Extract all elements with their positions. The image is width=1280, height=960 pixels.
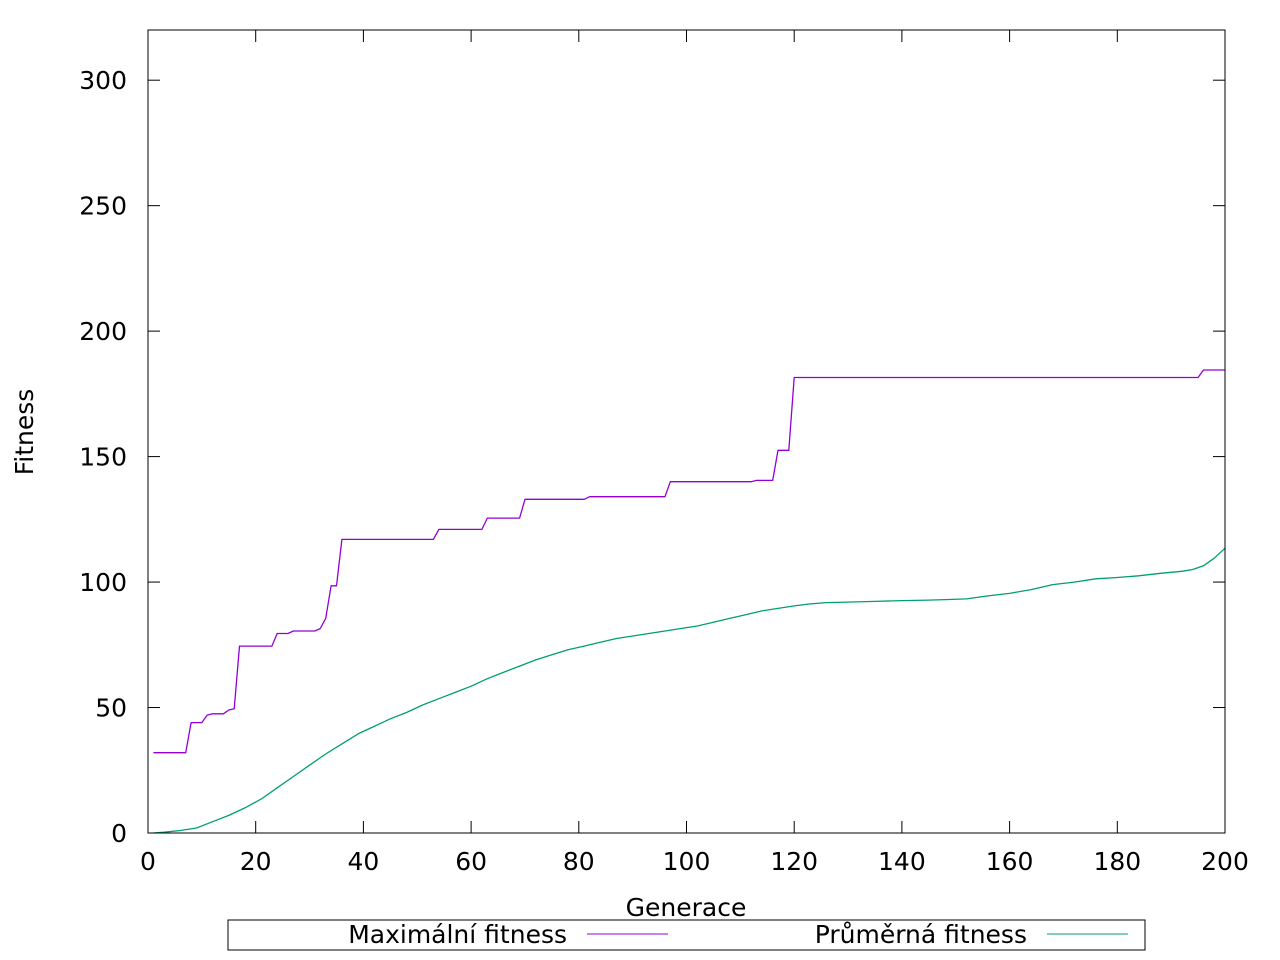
- y-tick-label: 50: [95, 694, 127, 723]
- y-tick-label: 100: [79, 568, 127, 597]
- x-tick-label: 180: [1093, 847, 1141, 876]
- series-line-max-fitness: [153, 369, 1225, 754]
- plot-ticks: [147, 30, 1226, 834]
- x-tick-label: 80: [563, 847, 595, 876]
- x-tick-label: 140: [878, 847, 926, 876]
- y-axis-title: Fitness: [10, 389, 39, 476]
- legend-label-max: Maximální fitness: [348, 920, 567, 949]
- legend: Maximální fitness Průměrná fitness: [227, 919, 1146, 951]
- x-tick-label: 160: [986, 847, 1034, 876]
- y-tick-label: 150: [79, 443, 127, 472]
- x-tick-label: 20: [240, 847, 272, 876]
- y-tick-label: 0: [111, 819, 127, 848]
- y-tick-label: 250: [79, 192, 127, 221]
- tick-labels: 0 20 40 60 80 100 120 140 160 180 200 0 50 100 150 200 2…: [79, 66, 1249, 876]
- x-tick-label: 100: [663, 847, 711, 876]
- x-tick-label: 200: [1201, 847, 1249, 876]
- x-tick-label: 60: [455, 847, 487, 876]
- plot-frame: [147, 29, 1226, 834]
- y-tick-label: 200: [79, 317, 127, 346]
- x-axis-title: Generace: [626, 893, 747, 922]
- series-line-avg-fitness: [153, 547, 1226, 834]
- x-tick-label: 40: [347, 847, 379, 876]
- y-tick-label: 300: [79, 66, 127, 95]
- legend-label-avg: Průměrná fitness: [815, 920, 1027, 949]
- x-tick-label: 0: [140, 847, 156, 876]
- legend-box: [227, 919, 1146, 951]
- x-tick-label: 120: [770, 847, 818, 876]
- plot-lines: [153, 369, 1226, 834]
